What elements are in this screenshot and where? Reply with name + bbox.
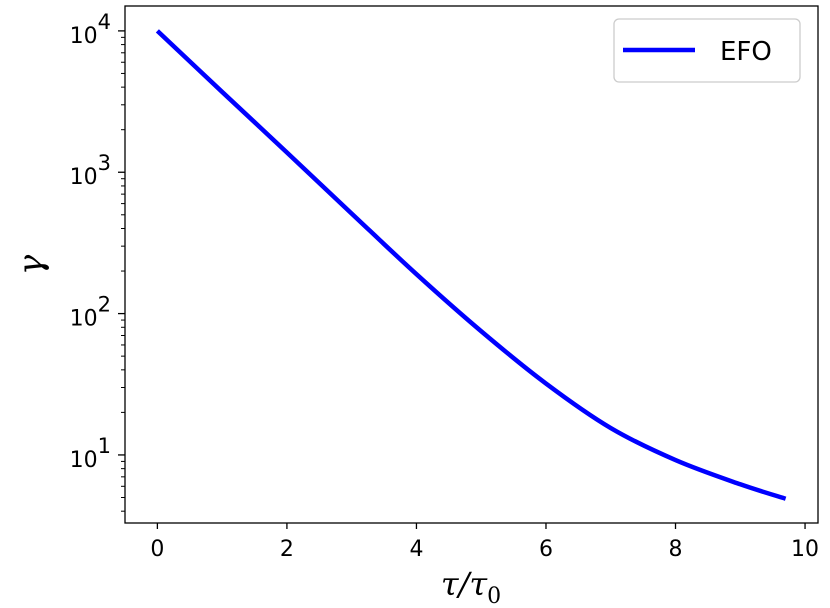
x-tick-label: 6 <box>539 537 553 562</box>
y-tick-label: 102 <box>70 293 111 332</box>
legend: EFO <box>613 18 801 83</box>
series-line-efo <box>155 29 787 501</box>
x-axis-label: τ/τ0 <box>441 565 501 608</box>
x-tick-label: 2 <box>280 537 294 562</box>
legend-box <box>613 18 801 83</box>
x-tick-label: 10 <box>791 537 819 562</box>
y-tick-label: 101 <box>70 434 111 473</box>
y-tick-label: 104 <box>70 10 111 49</box>
y-axis-label: γ <box>11 254 51 275</box>
x-tick-label: 8 <box>669 537 683 562</box>
plot-frame <box>124 5 819 524</box>
legend-label-efo: EFO <box>720 37 772 67</box>
x-axis-label-subscript: 0 <box>487 584 501 608</box>
y-tick-label: 103 <box>70 151 111 190</box>
y-axis-ticks: 101 102 103 104 <box>70 10 125 512</box>
x-axis-ticks: 0 2 4 6 8 10 <box>150 523 819 562</box>
x-tick-label: 0 <box>150 537 164 562</box>
x-axis-label-main: τ/τ <box>441 565 488 603</box>
x-tick-label: 4 <box>409 537 423 562</box>
